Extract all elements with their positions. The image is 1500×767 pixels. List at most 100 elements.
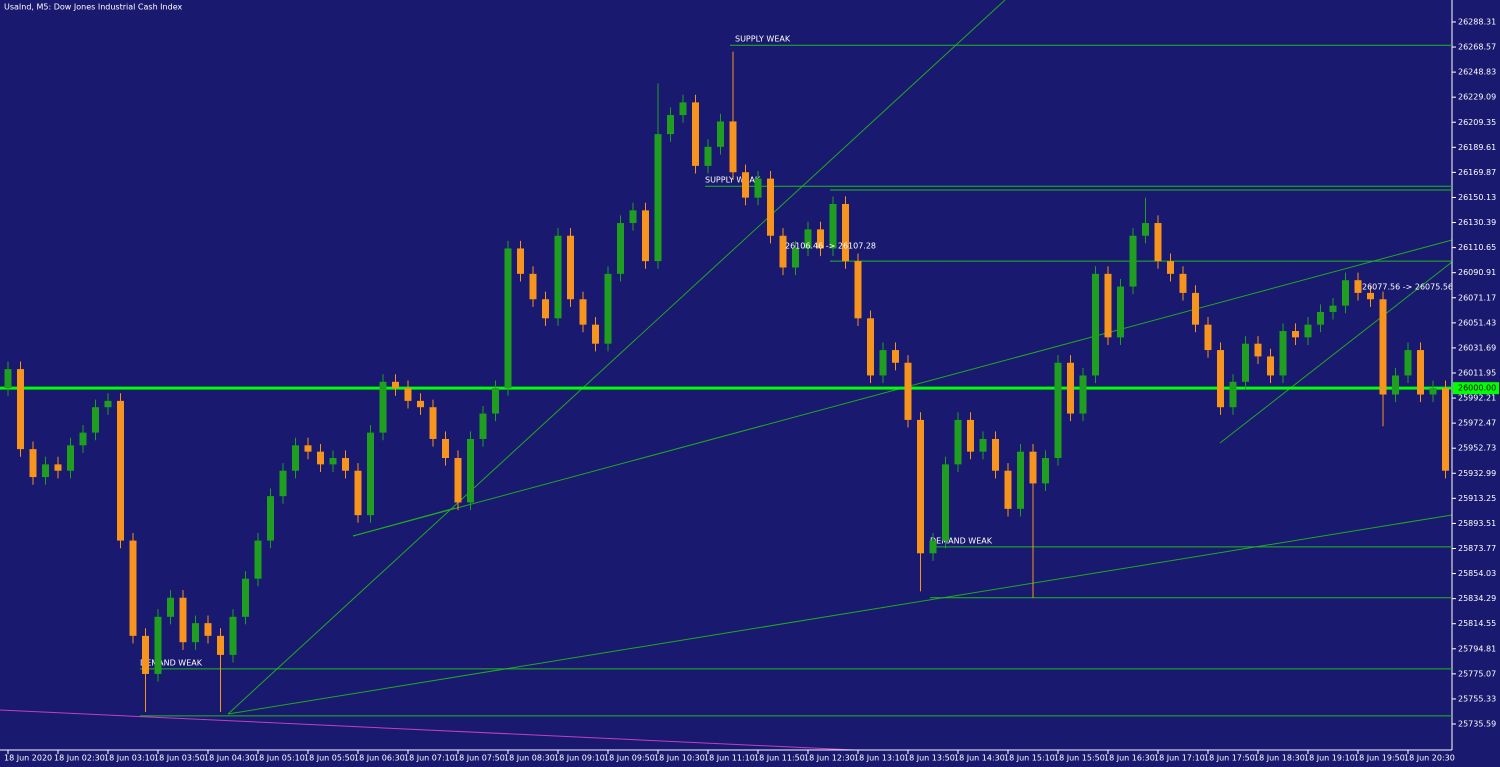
candle-body	[704, 146, 712, 166]
annotation: 26106.46 -> 26107.28	[785, 242, 876, 251]
candle-body	[142, 635, 149, 674]
x-tick-label: 18 Jun 15:10	[1004, 754, 1055, 763]
candle-body	[804, 229, 812, 249]
candle-body	[1329, 305, 1337, 312]
candle-body	[829, 203, 837, 249]
candle-body	[504, 248, 512, 389]
candle-body	[254, 540, 262, 579]
candle-body	[1092, 273, 1099, 376]
y-tick-label: 26031.69	[1458, 343, 1496, 352]
y-tick-label: 25755.33	[1458, 694, 1496, 703]
x-tick-label: 18 Jun 10:30	[654, 754, 705, 763]
candle-body	[867, 318, 874, 376]
x-tick-label: 18 Jun 02:30	[54, 754, 105, 763]
candle-body	[1392, 375, 1399, 395]
candle-body	[204, 623, 212, 636]
candle-body	[1429, 388, 1437, 395]
candle-body	[1217, 350, 1224, 408]
candle-body	[329, 458, 337, 465]
zone-label: DEMAND WEAK	[140, 658, 203, 667]
x-tick-label: 18 Jun 07:50	[454, 754, 505, 763]
candle-body	[942, 464, 949, 541]
candle-body	[854, 261, 862, 319]
candle-body	[1229, 381, 1237, 408]
x-tick-label: 18 Jun 2020	[4, 754, 52, 763]
candle-body	[892, 350, 899, 363]
candle-body	[1342, 280, 1349, 306]
x-tick-label: 18 Jun 05:10	[254, 754, 305, 763]
candle-body	[592, 324, 599, 344]
x-tick-label: 18 Jun 03:50	[154, 754, 205, 763]
candle-body	[379, 381, 387, 433]
candle-body	[1029, 451, 1037, 484]
y-tick-label: 25794.81	[1458, 644, 1496, 653]
x-tick-label: 18 Jun 09:50	[604, 754, 655, 763]
candle-body	[629, 210, 637, 224]
candle-body	[879, 350, 887, 376]
candle-body	[1354, 280, 1362, 293]
y-tick-label: 26090.91	[1458, 268, 1496, 277]
candle-body	[779, 235, 787, 268]
candle-body	[729, 121, 737, 173]
candle-body	[754, 178, 762, 198]
candle-body	[1054, 362, 1062, 459]
zone-label: DEMAND WEAK	[930, 536, 993, 545]
x-tick-label: 18 Jun 20:30	[1404, 754, 1455, 763]
candle-body	[104, 400, 112, 408]
candle-body	[1079, 375, 1087, 414]
candle-body	[1267, 356, 1274, 376]
candle-body	[979, 438, 987, 452]
x-tick-label: 18 Jun 13:50	[904, 754, 955, 763]
candle-body	[817, 229, 824, 249]
y-tick-label: 26130.39	[1458, 218, 1496, 227]
candle-body	[1067, 362, 1074, 414]
x-tick-label: 18 Jun 13:10	[854, 754, 905, 763]
candle-body	[317, 451, 324, 465]
candle-body	[167, 597, 174, 617]
candle-body	[367, 432, 374, 516]
candle-body	[304, 445, 312, 452]
candle-body	[1379, 299, 1387, 395]
y-tick-label: 26209.35	[1458, 118, 1496, 127]
y-tick-label: 25814.55	[1458, 619, 1496, 628]
x-tick-label: 18 Jun 08:30	[504, 754, 555, 763]
chart-title: UsaInd, M5: Dow Jones Industrial Cash In…	[4, 3, 182, 12]
candle-body	[517, 248, 524, 274]
x-tick-label: 18 Jun 15:50	[1054, 754, 1105, 763]
price-line-box	[1453, 382, 1499, 395]
candle-body	[967, 419, 974, 452]
candle-body	[642, 210, 649, 262]
trendline	[0, 709, 856, 751]
candle-body	[292, 445, 299, 471]
y-tick-label: 26011.95	[1458, 368, 1496, 377]
y-tick-label: 25992.21	[1458, 394, 1496, 403]
candle-body	[767, 178, 774, 236]
candle-body	[617, 223, 624, 274]
candle-body	[92, 407, 99, 433]
y-tick-label: 26071.17	[1458, 293, 1496, 302]
candle-body	[579, 299, 587, 325]
candle-body	[567, 235, 574, 300]
zone-label: SUPPLY WEAK	[735, 35, 791, 44]
candle-body	[654, 134, 662, 262]
y-tick-label: 26248.83	[1458, 68, 1496, 77]
candle-body	[242, 578, 249, 617]
x-tick-label: 18 Jun 11:10	[704, 754, 755, 763]
trendline	[352, 507, 456, 537]
annotation: 26077.56 -> 26075.56	[1362, 283, 1453, 292]
x-tick-label: 18 Jun 03:10	[104, 754, 155, 763]
candle-body	[154, 616, 162, 674]
x-tick-label: 18 Jun 11:50	[754, 754, 805, 763]
candle-body	[267, 496, 274, 541]
candle-body	[1042, 458, 1049, 484]
candle-body	[354, 470, 362, 516]
x-tick-label: 18 Jun 16:30	[1104, 754, 1155, 763]
candle-body	[1179, 273, 1187, 293]
candle-body	[1154, 223, 1162, 262]
candle-body	[992, 438, 999, 471]
candle-body	[1292, 331, 1299, 338]
price-line-label: 26000.00	[1458, 384, 1496, 393]
candle-body	[129, 540, 137, 636]
